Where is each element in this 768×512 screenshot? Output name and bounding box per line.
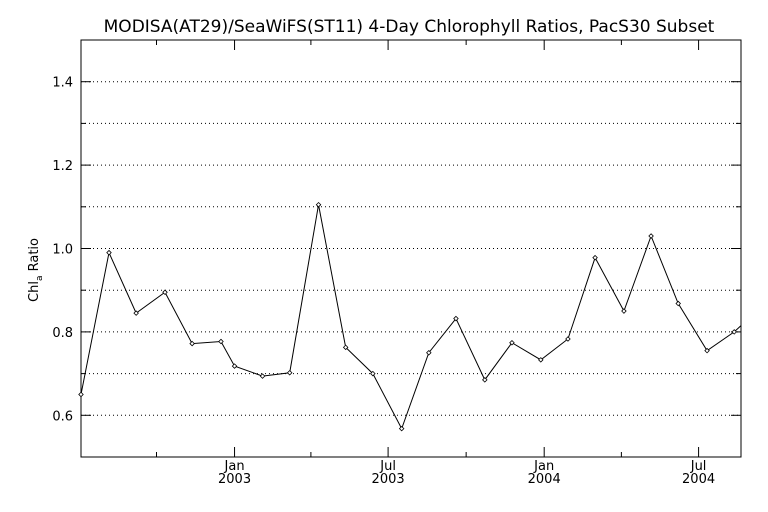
x-tick-label: Jul xyxy=(690,459,707,474)
data-point xyxy=(398,425,405,432)
gridlines xyxy=(81,81,741,416)
x-tick-label: Jan xyxy=(224,459,245,474)
data-point xyxy=(218,338,224,345)
data-point xyxy=(675,300,681,307)
data-point xyxy=(259,373,266,379)
series-line xyxy=(80,204,742,430)
x-tick-label: Jan xyxy=(533,459,554,474)
data-point xyxy=(482,377,488,383)
data-point xyxy=(731,329,737,335)
data-point xyxy=(704,347,710,354)
data-point xyxy=(78,391,84,398)
data-point xyxy=(106,249,112,256)
data-point xyxy=(286,370,293,376)
x-tick-label-year: 2004 xyxy=(682,472,715,487)
y-tick-label: 1.2 xyxy=(52,159,73,174)
data-point xyxy=(538,357,544,363)
data-point xyxy=(565,336,571,342)
data-point xyxy=(592,254,598,261)
y-tick-label: 1.0 xyxy=(52,243,73,258)
y-tick-label: 1.4 xyxy=(52,76,73,91)
data-point xyxy=(342,344,349,351)
data-point xyxy=(315,201,322,208)
data-point xyxy=(370,370,376,377)
chart-title: MODISA(AT29)/SeaWiFS(ST11) 4-Day Chlorop… xyxy=(104,17,715,37)
data-point xyxy=(189,340,195,347)
x-tick-label-year: 2004 xyxy=(528,472,561,487)
x-tick-label-year: 2003 xyxy=(218,472,251,487)
data-point xyxy=(162,289,168,296)
data-point xyxy=(133,310,139,316)
x-tick-label-year: 2003 xyxy=(372,472,405,487)
y-axis-label-subscript: a xyxy=(35,276,45,282)
data-point xyxy=(648,233,654,239)
data-point xyxy=(453,315,459,322)
y-axis-label: Chla Ratio xyxy=(27,238,45,302)
series-group xyxy=(78,201,742,432)
y-tick-label: 0.8 xyxy=(52,326,73,341)
plot-frame xyxy=(80,39,742,458)
data-point xyxy=(426,349,432,356)
data-point xyxy=(231,363,238,369)
data-point xyxy=(621,308,627,314)
data-point xyxy=(509,339,515,346)
x-tick-label: Jul xyxy=(379,459,396,474)
y-tick-label: 0.6 xyxy=(52,409,73,424)
y-axis: 0.6 0.8 1.0 1.2 1.4 xyxy=(52,76,741,424)
